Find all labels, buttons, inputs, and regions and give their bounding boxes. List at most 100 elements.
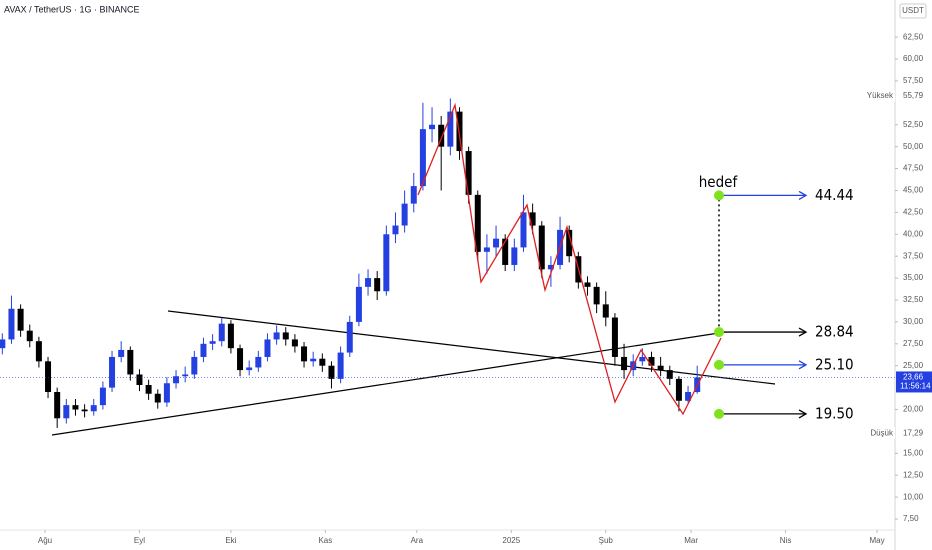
marker-box bbox=[874, 89, 895, 102]
x-tick-label: Kas bbox=[318, 536, 332, 545]
x-tick-label: Eki bbox=[225, 536, 236, 545]
arrow-head bbox=[798, 327, 808, 337]
candle-body bbox=[173, 376, 180, 384]
y-tick-label: 47,50 bbox=[903, 164, 924, 173]
x-tick-label: May bbox=[869, 536, 884, 545]
y-tick-label: 12,50 bbox=[903, 470, 924, 479]
target-dot bbox=[714, 327, 724, 338]
candle-body bbox=[621, 356, 628, 371]
candle-body bbox=[17, 308, 24, 331]
y-tick-label: 30,00 bbox=[903, 317, 924, 326]
y-tick-label: 32,50 bbox=[903, 295, 924, 304]
candle-body bbox=[639, 356, 646, 362]
candle-body bbox=[328, 365, 335, 379]
y-tick-label: 62,50 bbox=[903, 32, 924, 41]
candle-body bbox=[493, 238, 500, 248]
candle-body bbox=[502, 238, 509, 265]
candle-body bbox=[282, 332, 289, 340]
candle-body bbox=[666, 370, 673, 379]
y-tick-label: 45,00 bbox=[903, 186, 924, 195]
x-tick-label: Nis bbox=[780, 536, 792, 545]
candle-body bbox=[273, 332, 280, 340]
y-axis-label: USDT bbox=[902, 6, 924, 15]
marker-name: Düşük bbox=[870, 428, 894, 437]
unit-box bbox=[899, 3, 927, 19]
candle-body bbox=[611, 317, 618, 357]
candle-body bbox=[90, 405, 97, 412]
y-tick-label: 10,00 bbox=[903, 492, 924, 501]
pattern-zigzag bbox=[417, 102, 722, 416]
candle-body bbox=[0, 339, 6, 349]
candle-body bbox=[72, 405, 79, 410]
marker-name: Yüksek bbox=[867, 91, 894, 100]
y-tick-label: 25,00 bbox=[903, 361, 924, 370]
candle-body bbox=[438, 124, 445, 147]
candle-body bbox=[209, 341, 216, 344]
candle-body bbox=[118, 349, 125, 357]
candle-body bbox=[218, 323, 225, 342]
x-tick-label: Ağu bbox=[38, 536, 52, 545]
candle-body bbox=[35, 341, 42, 362]
target-label: 19.50 bbox=[815, 404, 854, 422]
candle-body bbox=[54, 392, 61, 419]
y-tick-label: 7,50 bbox=[903, 514, 919, 523]
marker-value: 17,29 bbox=[903, 428, 924, 437]
resistance-trendline bbox=[167, 310, 776, 385]
candle-body bbox=[511, 247, 518, 265]
arrow-head bbox=[798, 409, 808, 419]
candle-body bbox=[8, 308, 15, 340]
y-tick-label: 40,00 bbox=[903, 229, 924, 238]
candle-body bbox=[401, 203, 408, 226]
candle-body bbox=[145, 384, 152, 394]
candle-body bbox=[291, 339, 298, 347]
target-dot bbox=[714, 359, 724, 370]
candle-body bbox=[365, 278, 372, 287]
target-dot bbox=[714, 190, 724, 201]
candle-body bbox=[255, 356, 262, 368]
candle-body bbox=[520, 212, 527, 248]
candle-body bbox=[191, 356, 198, 375]
candle-body bbox=[483, 247, 490, 252]
annotation: hedef bbox=[699, 173, 739, 191]
candle-body bbox=[675, 378, 682, 401]
y-tick-label: 57,50 bbox=[903, 76, 924, 85]
candle-body bbox=[648, 356, 655, 366]
candle-body bbox=[547, 264, 554, 270]
candle-body bbox=[237, 348, 244, 371]
candle-body bbox=[301, 346, 308, 362]
candle-body bbox=[200, 343, 207, 357]
marker-box bbox=[874, 427, 895, 440]
candle-body bbox=[99, 387, 106, 406]
candle-body bbox=[474, 194, 481, 252]
candle-body bbox=[392, 225, 399, 235]
y-tick-label: 42,50 bbox=[903, 207, 924, 216]
y-tick-label: 15,00 bbox=[903, 448, 924, 457]
target-dot bbox=[714, 408, 724, 419]
y-tick-label: 60,00 bbox=[903, 54, 924, 63]
x-tick-label: Mar bbox=[684, 536, 698, 545]
candle-body bbox=[566, 229, 573, 257]
y-tick-label: 52,50 bbox=[903, 120, 924, 129]
candle-body bbox=[657, 365, 664, 371]
candle-body bbox=[538, 225, 545, 270]
last-price-label: 23,66 bbox=[903, 373, 924, 382]
candle-body bbox=[374, 278, 381, 292]
candle-body bbox=[319, 358, 326, 366]
candle-body bbox=[593, 286, 600, 305]
target-label: 25.10 bbox=[815, 355, 854, 373]
y-tick-label: 35,00 bbox=[903, 273, 924, 282]
candle-body bbox=[447, 111, 454, 147]
candle-body bbox=[465, 151, 472, 195]
candle-body bbox=[109, 356, 116, 388]
candle-body bbox=[584, 282, 591, 287]
candle-body bbox=[346, 321, 353, 353]
candle-body bbox=[26, 330, 33, 342]
y-tick-label: 50,00 bbox=[903, 142, 924, 151]
candle-body bbox=[264, 339, 271, 357]
target-label: 44.44 bbox=[815, 186, 854, 204]
x-tick-label: Şub bbox=[599, 536, 614, 545]
candle-body bbox=[410, 186, 417, 204]
candle-body bbox=[337, 352, 344, 379]
